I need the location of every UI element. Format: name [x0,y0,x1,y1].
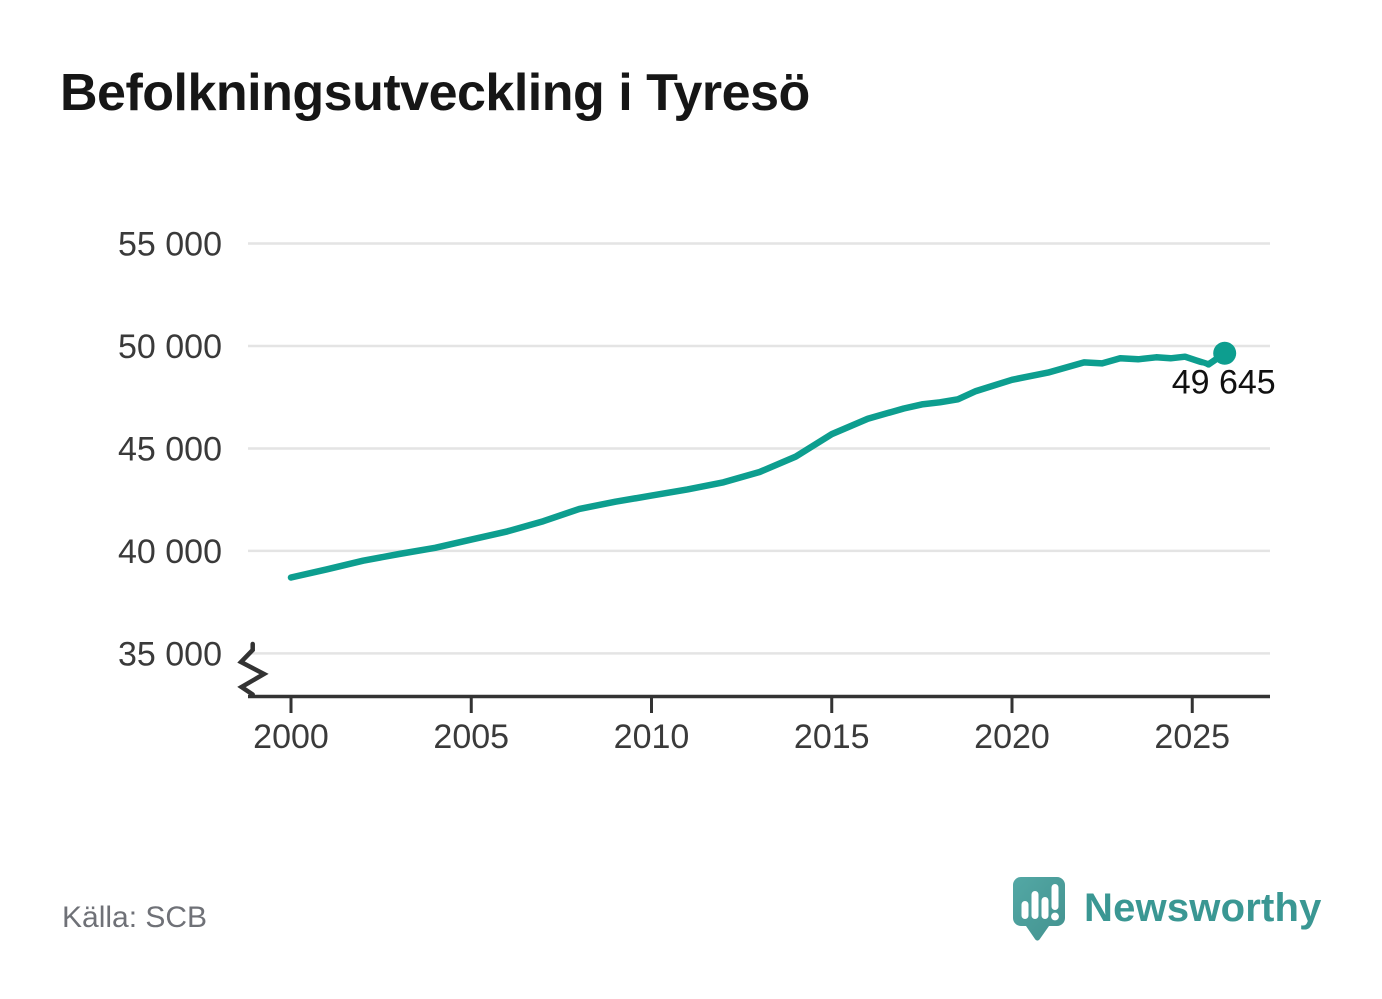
y-tick-label: 50 000 [118,328,222,366]
newsworthy-wordmark: Newsworthy [1084,885,1322,930]
x-tick-label: 2020 [974,718,1050,756]
x-tick-label: 2000 [253,718,329,756]
chart-title: Befolkningsutveckling i Tyresö [60,64,810,122]
x-tick-label: 2010 [614,718,690,756]
x-tick-label: 2005 [433,718,509,756]
x-tick-label: 2025 [1154,718,1230,756]
y-tick-label: 35 000 [118,635,222,673]
x-tick-label: 2015 [794,718,870,756]
source-note: Källa: SCB [62,901,208,934]
newsworthy-brand: Newsworthy [1010,874,1322,948]
logo-exclamation-icon [1051,884,1059,910]
y-tick-label: 55 000 [118,226,222,264]
logo-bar-icon [1041,897,1049,919]
logo-exclamation-dot [1051,912,1059,921]
logo-bar-icon [1021,901,1029,919]
y-tick-label: 40 000 [118,533,222,571]
newsworthy-logo-icon [1013,877,1065,941]
logo-bar-icon [1031,891,1039,919]
end-point-marker [1213,341,1237,365]
y-tick-label: 45 000 [118,430,222,468]
data-line [287,350,1228,581]
end-point-label: 49 645 [1172,363,1276,401]
y-axis-break-icon [237,641,269,697]
